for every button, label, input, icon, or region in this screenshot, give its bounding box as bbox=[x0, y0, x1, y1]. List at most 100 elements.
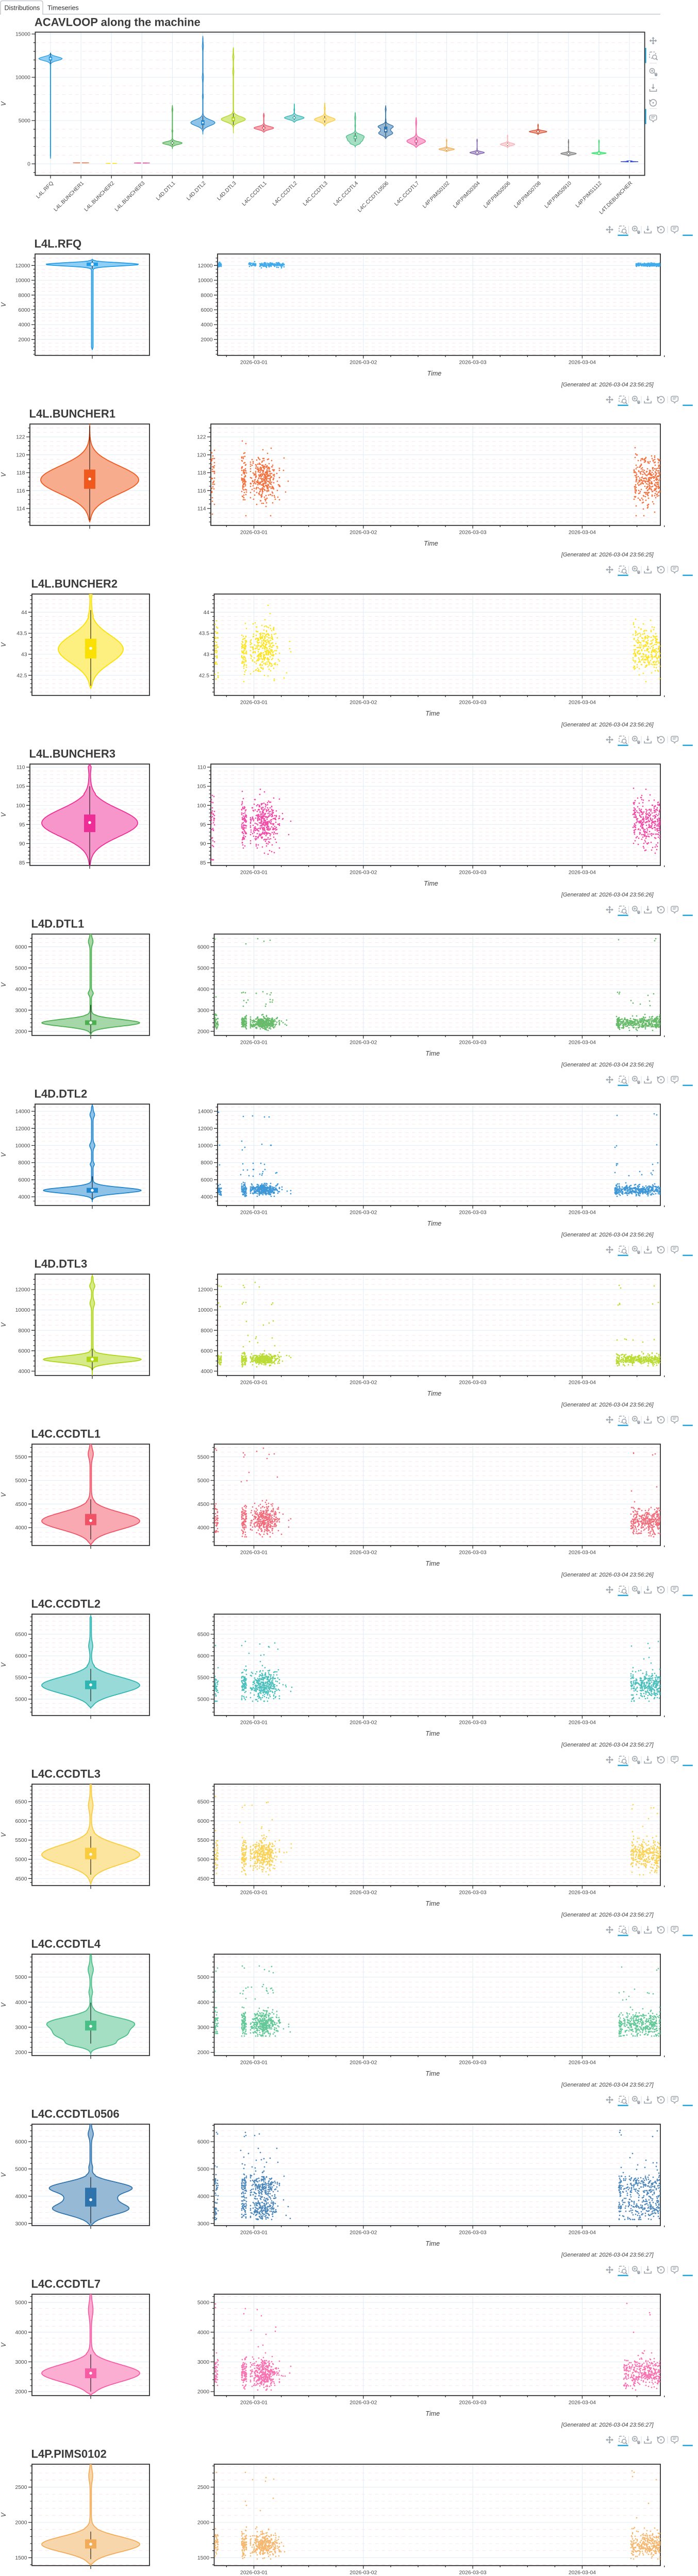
svg-text:V: V bbox=[0, 2342, 7, 2347]
svg-text:[Generated at: 2026-03-04 23:5: [Generated at: 2026-03-04 23:56:25] bbox=[561, 552, 654, 558]
svg-text:2026-03-02: 2026-03-02 bbox=[350, 2570, 377, 2575]
svg-text:110: 110 bbox=[16, 765, 25, 771]
svg-text:4500: 4500 bbox=[197, 1876, 209, 1882]
svg-text:6500: 6500 bbox=[197, 1800, 209, 1805]
svg-text:2026-03-02: 2026-03-02 bbox=[350, 530, 377, 535]
svg-text:90: 90 bbox=[200, 841, 206, 847]
svg-text:L4L.RFQ: L4L.RFQ bbox=[36, 180, 55, 200]
svg-text:6000: 6000 bbox=[15, 1819, 27, 1824]
svg-text:6500: 6500 bbox=[197, 1632, 209, 1638]
svg-text:5000: 5000 bbox=[15, 2167, 27, 2173]
svg-text:2026-03-04: 2026-03-04 bbox=[569, 1380, 596, 1385]
svg-text:10000: 10000 bbox=[15, 1143, 30, 1149]
svg-text:122: 122 bbox=[16, 435, 25, 440]
svg-text:2000: 2000 bbox=[15, 2520, 27, 2526]
svg-text:2026-03-02: 2026-03-02 bbox=[350, 2400, 377, 2405]
svg-text:V: V bbox=[0, 2512, 7, 2517]
svg-text:2000: 2000 bbox=[197, 2389, 209, 2395]
svg-text:105: 105 bbox=[197, 784, 206, 790]
svg-text:2026-03-02: 2026-03-02 bbox=[350, 700, 377, 705]
svg-text:2026-03-02: 2026-03-02 bbox=[350, 1550, 377, 1555]
svg-text:5000: 5000 bbox=[15, 1975, 27, 1980]
svg-text:[Generated at: 2026-03-04 23:5: [Generated at: 2026-03-04 23:56:27] bbox=[561, 1742, 654, 1748]
svg-text:2026-03-01: 2026-03-01 bbox=[240, 360, 268, 365]
svg-text:10000: 10000 bbox=[15, 278, 30, 284]
svg-text:L4P.PIMS1112: L4P.PIMS1112 bbox=[575, 180, 603, 209]
svg-text:2026-03-03: 2026-03-03 bbox=[459, 1380, 487, 1385]
svg-text:L4D.DTL3: L4D.DTL3 bbox=[35, 1258, 88, 1270]
svg-text:2026-03-02: 2026-03-02 bbox=[350, 1210, 377, 1215]
svg-text:1500: 1500 bbox=[197, 2555, 209, 2561]
svg-text:44: 44 bbox=[203, 610, 209, 616]
svg-text:6000: 6000 bbox=[201, 1348, 212, 1354]
svg-text:2026-03-01: 2026-03-01 bbox=[240, 1890, 268, 1895]
svg-text:4000: 4000 bbox=[201, 1369, 212, 1375]
svg-text:5500: 5500 bbox=[197, 1838, 209, 1843]
svg-text:L4C.CCDTL4: L4C.CCDTL4 bbox=[31, 1938, 101, 1951]
svg-text:L4C.CCDTL7: L4C.CCDTL7 bbox=[394, 180, 421, 207]
svg-text:L4P.PIMS0304: L4P.PIMS0304 bbox=[452, 180, 481, 209]
svg-text:Time: Time bbox=[427, 1220, 442, 1227]
svg-text:L4L.BUNCHER3: L4L.BUNCHER3 bbox=[114, 180, 146, 213]
svg-text:2026-03-01: 2026-03-01 bbox=[240, 700, 268, 705]
svg-text:6000: 6000 bbox=[15, 2140, 27, 2145]
svg-text:5500: 5500 bbox=[15, 1838, 27, 1843]
svg-text:2026-03-01: 2026-03-01 bbox=[240, 1210, 268, 1215]
svg-text:4000: 4000 bbox=[197, 2330, 209, 2335]
svg-text:L4D.DTL1: L4D.DTL1 bbox=[31, 918, 85, 930]
svg-text:2026-03-04: 2026-03-04 bbox=[569, 700, 596, 705]
svg-text:5000: 5000 bbox=[15, 1478, 27, 1484]
svg-text:2026-03-03: 2026-03-03 bbox=[459, 1040, 487, 1045]
svg-text:2026-03-01: 2026-03-01 bbox=[240, 2230, 268, 2235]
svg-text:[Generated at: 2026-03-04 23:5: [Generated at: 2026-03-04 23:56:27] bbox=[561, 2422, 654, 2428]
svg-text:L4L.RFQ: L4L.RFQ bbox=[35, 238, 82, 250]
svg-text:L4C.CCDTL0506: L4C.CCDTL0506 bbox=[31, 2108, 120, 2121]
svg-text:4000: 4000 bbox=[201, 323, 212, 328]
svg-text:5500: 5500 bbox=[197, 1454, 209, 1460]
svg-text:8000: 8000 bbox=[201, 1160, 212, 1166]
svg-text:L4D.DTL3: L4D.DTL3 bbox=[216, 180, 237, 201]
svg-text:85: 85 bbox=[19, 860, 25, 866]
svg-text:43: 43 bbox=[203, 652, 209, 658]
svg-text:10000: 10000 bbox=[198, 1143, 213, 1149]
svg-text:2026-03-01: 2026-03-01 bbox=[240, 530, 268, 535]
svg-text:2000: 2000 bbox=[15, 2389, 27, 2395]
svg-text:2026-03-03: 2026-03-03 bbox=[459, 870, 487, 875]
svg-text:2026-03-04: 2026-03-04 bbox=[569, 2060, 596, 2065]
svg-text:6000: 6000 bbox=[18, 1177, 30, 1183]
svg-text:8000: 8000 bbox=[18, 1160, 30, 1166]
svg-text:6000: 6000 bbox=[201, 308, 212, 313]
svg-text:L4C.CCDTL2: L4C.CCDTL2 bbox=[272, 180, 298, 207]
svg-text:4500: 4500 bbox=[15, 1502, 27, 1507]
svg-text:[Generated at: 2026-03-04 23:5: [Generated at: 2026-03-04 23:56:26] bbox=[561, 1062, 654, 1068]
svg-text:2026-03-03: 2026-03-03 bbox=[459, 1890, 487, 1895]
svg-text:4000: 4000 bbox=[15, 2194, 27, 2199]
svg-text:15000: 15000 bbox=[15, 32, 30, 38]
svg-text:6500: 6500 bbox=[15, 1800, 27, 1805]
svg-text:L4P.PIMS0708: L4P.PIMS0708 bbox=[513, 180, 542, 209]
svg-text:V: V bbox=[0, 302, 7, 307]
svg-text:5500: 5500 bbox=[197, 1675, 209, 1681]
svg-text:V: V bbox=[0, 101, 7, 106]
svg-text:3000: 3000 bbox=[197, 2360, 209, 2365]
svg-text:4000: 4000 bbox=[18, 323, 30, 328]
svg-text:Time: Time bbox=[424, 540, 438, 547]
svg-text:43.5: 43.5 bbox=[16, 631, 27, 637]
svg-text:120: 120 bbox=[16, 452, 25, 458]
svg-text:L4D.DTL2: L4D.DTL2 bbox=[186, 180, 207, 201]
svg-text:V: V bbox=[0, 472, 7, 477]
svg-text:L4L.BUNCHER1: L4L.BUNCHER1 bbox=[53, 180, 86, 213]
svg-text:L4P.PIMS0102: L4P.PIMS0102 bbox=[31, 2448, 107, 2461]
svg-text:Time: Time bbox=[425, 2410, 440, 2417]
svg-text:Time: Time bbox=[425, 710, 440, 717]
svg-text:85: 85 bbox=[200, 860, 206, 866]
svg-text:2000: 2000 bbox=[201, 337, 212, 343]
svg-text:V: V bbox=[0, 1832, 7, 1837]
svg-text:L4D.DTL1: L4D.DTL1 bbox=[155, 180, 176, 201]
svg-text:2026-03-02: 2026-03-02 bbox=[350, 2060, 377, 2065]
svg-text:5000: 5000 bbox=[197, 1697, 209, 1703]
svg-text:5000: 5000 bbox=[197, 2300, 209, 2306]
svg-text:5000: 5000 bbox=[15, 965, 27, 971]
svg-text:2500: 2500 bbox=[197, 2485, 209, 2490]
svg-text:2026-03-03: 2026-03-03 bbox=[459, 530, 487, 535]
